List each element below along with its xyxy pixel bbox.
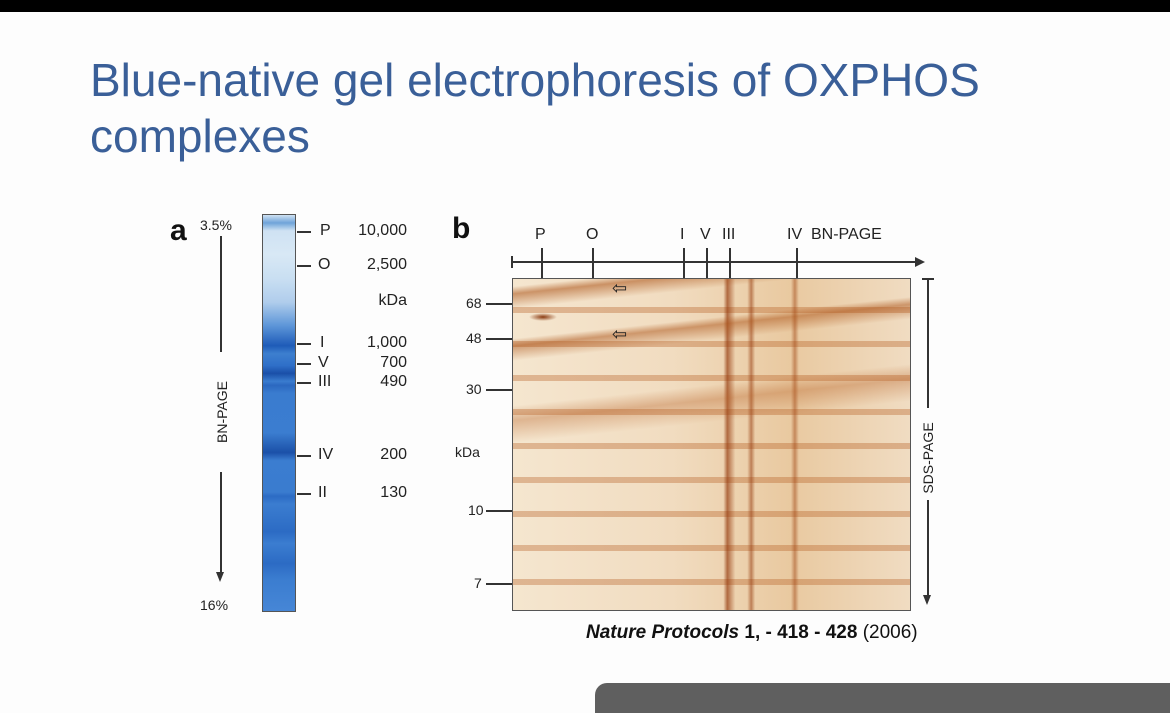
band-name: II <box>318 484 327 501</box>
lane-label: I <box>680 226 685 243</box>
band-kda: 10,000 <box>358 222 407 239</box>
overlay-panel <box>595 683 1170 713</box>
arrow-down-icon <box>216 572 224 582</box>
band-name: III <box>318 373 332 390</box>
band-name: O <box>318 256 331 273</box>
citation-journal: Nature Protocols <box>586 622 740 643</box>
panel-a-axis-line-bottom <box>220 472 222 572</box>
y-label: 7 <box>474 575 482 591</box>
band-name: I <box>320 334 325 351</box>
panel-b-vertical-axis-top <box>927 278 929 408</box>
arrow-left-icon: ⇦ <box>612 278 628 298</box>
band-name: IV <box>318 446 334 463</box>
kda-unit: kDa <box>455 444 480 460</box>
panel-a-gel-lane <box>262 214 296 612</box>
citation: Nature Protocols 1, - 418 - 428 (2006) <box>586 622 918 644</box>
arrow-right-icon <box>915 257 925 267</box>
band-kda: 130 <box>380 484 407 501</box>
band-name: V <box>318 354 329 371</box>
y-label: 48 <box>466 330 482 346</box>
y-label: 10 <box>468 502 484 518</box>
panel-b-right-axis-label: SDS-PAGE <box>920 422 936 494</box>
panel-b-letter: b <box>452 212 471 245</box>
lane-label: IV <box>787 226 803 243</box>
band-name: P <box>320 222 331 239</box>
lane-label: III <box>722 226 736 243</box>
band-kda: 200 <box>380 446 407 463</box>
panel-a-axis-line-top <box>220 236 222 352</box>
band-kda: 490 <box>380 373 407 390</box>
panel-b-top-axis-label: BN-PAGE <box>811 226 882 243</box>
citation-pages: , - 418 - 428 <box>754 622 858 643</box>
panel-b-horizontal-axis <box>512 261 917 263</box>
panel-a-top-percent: 3.5% <box>200 217 232 233</box>
band-kda: 700 <box>380 354 407 371</box>
panel-a-axis-label: BN-PAGE <box>214 381 230 443</box>
band-kda: 2,500 <box>366 256 407 273</box>
panel-a-letter: a <box>170 214 187 247</box>
y-label: 30 <box>466 381 482 397</box>
arrow-down-icon <box>923 595 931 605</box>
lane-label: O <box>586 226 599 243</box>
kda-unit: kDa <box>378 292 407 309</box>
panel-b-2d-gel-image <box>512 278 911 611</box>
arrow-left-icon: ⇦ <box>612 324 628 344</box>
citation-volume: 1 <box>744 622 755 643</box>
slide-title: Blue-native gel electrophoresis of OXPHO… <box>90 54 980 162</box>
panel-a-bottom-percent: 16% <box>200 597 229 613</box>
top-black-bar <box>0 0 1170 12</box>
panel-b-vertical-axis-bottom <box>927 500 929 595</box>
lane-label: P <box>535 226 546 243</box>
band-kda: 1,000 <box>366 334 407 351</box>
y-label: 68 <box>466 295 482 311</box>
lane-label: V <box>700 226 711 243</box>
citation-year: (2006) <box>862 622 918 643</box>
